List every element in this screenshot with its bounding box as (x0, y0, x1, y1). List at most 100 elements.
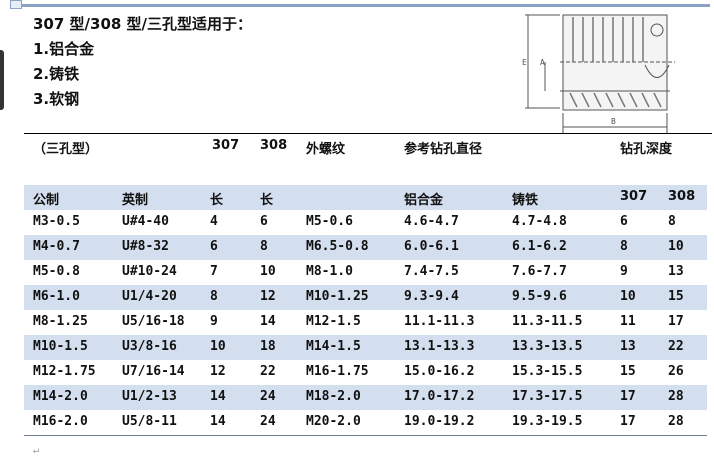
table-cell: 19.0-19.2 (404, 414, 475, 429)
table-cell: 11.1-11.3 (404, 314, 475, 329)
table-cell: M20-2.0 (306, 414, 361, 429)
table-cell: 9.5-9.6 (512, 289, 567, 304)
table-cell: 18 (260, 339, 276, 354)
table-cell: M16-2.0 (33, 414, 88, 429)
column-header: 308 (668, 189, 696, 204)
table-cell: 17 (620, 414, 636, 429)
table-cell: 6.1-6.2 (512, 239, 567, 254)
table-cell: 10 (260, 264, 276, 279)
intro-item: 3.软钢 (33, 90, 80, 108)
table-cell: U3/8-16 (122, 339, 177, 354)
table-cell: M8-1.25 (33, 314, 88, 329)
table-cell: M16-1.75 (306, 364, 369, 379)
table-cell: U1/2-13 (122, 389, 177, 404)
table-cell: 8 (620, 239, 628, 254)
col-drill-dia: 参考钻孔直径 (404, 142, 483, 157)
table-cell: 11.3-11.5 (512, 314, 583, 329)
table-cell: 22 (260, 364, 276, 379)
table-cell: 6 (210, 239, 218, 254)
table-cell: 19.3-19.5 (512, 414, 583, 429)
column-header: 公制 (33, 193, 60, 208)
table-cell: 14 (210, 414, 226, 429)
table-cell: M14-1.5 (306, 339, 361, 354)
table-cell: 15 (668, 289, 684, 304)
table-cell: 15 (620, 364, 636, 379)
intro-title: 307 型/308 型/三孔型适用于： (33, 15, 253, 33)
table-cell: M5-0.6 (306, 214, 353, 229)
table-cell: 13 (668, 264, 684, 279)
table-row: M6-1.0 U1/4-20 8 12 M10-1.25 9.3-9.4 9.5-9.6 10… (24, 285, 707, 310)
column-header: 铸铁 (512, 193, 539, 208)
table-row: M5-0.8 U#10-24 7 10 M8-1.0 7.4-7.5 7.6-7.7 9 13 (24, 260, 707, 285)
table-cell: 4.7-4.8 (512, 214, 567, 229)
table-cell: 24 (260, 389, 276, 404)
table-cell: 7.6-7.7 (512, 264, 567, 279)
table-cell: 14 (260, 314, 276, 329)
table-cell: 8 (210, 289, 218, 304)
table-cell: M5-0.8 (33, 264, 80, 279)
table-cell: 28 (668, 389, 684, 404)
table-cell: 17.0-17.2 (404, 389, 475, 404)
table-cell: U1/4-20 (122, 289, 177, 304)
table-cell: M14-2.0 (33, 389, 88, 404)
table-cell: U#4-40 (122, 214, 169, 229)
intro-item: 1.铝合金 (33, 40, 95, 58)
table-row: M8-1.25 U5/16-18 9 14 M12-1.5 11.1-11.3 11.3-1… (24, 310, 707, 335)
table-cell: M6-1.0 (33, 289, 80, 304)
side-tab[interactable] (0, 50, 4, 110)
table-cell: 28 (668, 414, 684, 429)
table-cell: 8 (668, 214, 676, 229)
table-cell: 17.3-17.5 (512, 389, 583, 404)
table-cell: U7/16-14 (122, 364, 185, 379)
column-header: 长 (210, 193, 224, 208)
table-cell: 15.3-15.5 (512, 364, 583, 379)
table-cell: 6 (260, 214, 268, 229)
table-cell: 14 (210, 389, 226, 404)
col-307: 307 (212, 138, 240, 153)
col-308: 308 (260, 138, 288, 153)
table-header-row: 公制 英制 长 长 铝合金 铸铁 307 308 (24, 185, 707, 210)
table-row: M3-0.5 U#4-40 4 6 M5-0.6 4.6-4.7 4.7-4.8 6 8 (24, 210, 707, 235)
table-cell: M3-0.5 (33, 214, 80, 229)
table-cell: 10 (668, 239, 684, 254)
table-cell: 13 (620, 339, 636, 354)
table-cell: 12 (260, 289, 276, 304)
table-cell: U#10-24 (122, 264, 177, 279)
table-cell: M6.5-0.8 (306, 239, 369, 254)
column-header: 长 (260, 193, 274, 208)
table-cell: 9 (210, 314, 218, 329)
label-b: B (611, 117, 616, 126)
table-cell: 13.1-13.3 (404, 339, 475, 354)
column-header: 铝合金 (404, 193, 444, 208)
table-cell: M4-0.7 (33, 239, 80, 254)
table-cell: M18-2.0 (306, 389, 361, 404)
intro-item: 2.铸铁 (33, 65, 80, 83)
type-label: （三孔型） (33, 142, 99, 157)
column-header: 307 (620, 189, 648, 204)
table-cell: 22 (668, 339, 684, 354)
table-row: M4-0.7 U#8-32 6 8 M6.5-0.8 6.0-6.1 6.1-6.2 8 10 (24, 235, 707, 260)
table-bottom-rule (24, 435, 707, 436)
table-cell: 7 (210, 264, 218, 279)
table-cell: 9 (620, 264, 628, 279)
table-cell: 8 (260, 239, 268, 254)
table-cell: 11 (620, 314, 636, 329)
table-cell: 7.4-7.5 (404, 264, 459, 279)
table-cell: 26 (668, 364, 684, 379)
table-cell: 12 (210, 364, 226, 379)
insert-drawing: E A B (522, 14, 675, 133)
table-cell: 6 (620, 214, 628, 229)
header-rule (22, 4, 710, 7)
section-rule (24, 133, 712, 134)
table-row: M16-2.0 U5/8-11 14 24 M20-2.0 19.0-19.2 19.3-1… (24, 410, 707, 435)
label-e: E (522, 58, 527, 67)
table-cell: M12-1.75 (33, 364, 96, 379)
col-drill-depth: 钻孔深度 (620, 142, 673, 157)
table-cell: 10 (620, 289, 636, 304)
table-cell: M8-1.0 (306, 264, 353, 279)
table-cell: 9.3-9.4 (404, 289, 459, 304)
table-cell: M10-1.5 (33, 339, 88, 354)
table-move-handle[interactable] (10, 0, 22, 9)
table-cell: M10-1.25 (306, 289, 369, 304)
table-cell: 15.0-16.2 (404, 364, 475, 379)
